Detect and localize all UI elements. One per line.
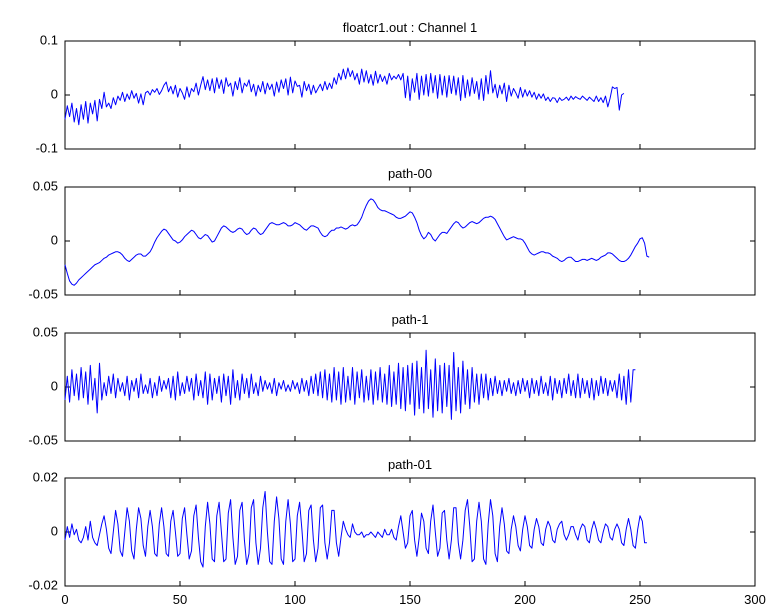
series-line	[65, 492, 647, 568]
x-tick-label: 150	[399, 592, 421, 607]
axes-frame	[65, 478, 755, 586]
x-tick-label: 0	[61, 592, 68, 607]
subplot-title: path-1	[392, 312, 429, 327]
axes-frame	[65, 333, 755, 441]
subplot-title: floatcr1.out : Channel 1	[343, 20, 477, 35]
y-tick-label: -0.05	[28, 432, 58, 447]
x-tick-label: 100	[284, 592, 306, 607]
y-tick-label: -0.02	[28, 577, 58, 592]
subplot-1: floatcr1.out : Channel 1 0.1 0 -0.1	[36, 20, 755, 155]
series-line	[65, 350, 635, 419]
y-tick-label: 0	[51, 86, 58, 101]
y-tick-label: -0.1	[36, 140, 58, 155]
y-tick-label: 0.02	[33, 469, 58, 484]
y-tick-label: 0.05	[33, 178, 58, 193]
subplot-title: path-01	[388, 457, 432, 472]
subplot-title: path-00	[388, 166, 432, 181]
y-tick-label: 0	[51, 523, 58, 538]
y-tick-label: -0.05	[28, 286, 58, 301]
x-tick-label: 200	[514, 592, 536, 607]
y-tick-label: 0	[51, 378, 58, 393]
y-tick-label: 0.1	[40, 32, 58, 47]
subplot-2: path-00 0.05 0 -0.05	[28, 166, 755, 301]
x-tick-label: 250	[629, 592, 651, 607]
y-tick-label: 0	[51, 232, 58, 247]
axes-frame	[65, 41, 755, 149]
axes-frame	[65, 187, 755, 295]
x-tick-label: 300	[744, 592, 766, 607]
y-tick-label: 0.05	[33, 324, 58, 339]
series-line	[65, 68, 624, 125]
series-line	[65, 199, 649, 285]
subplot-4: path-010.020-0.020 50 100 150 200 250 300	[28, 457, 765, 607]
subplot-3: path-1 0.05 0 -0.05	[28, 312, 755, 447]
x-tick-label: 50	[173, 592, 187, 607]
